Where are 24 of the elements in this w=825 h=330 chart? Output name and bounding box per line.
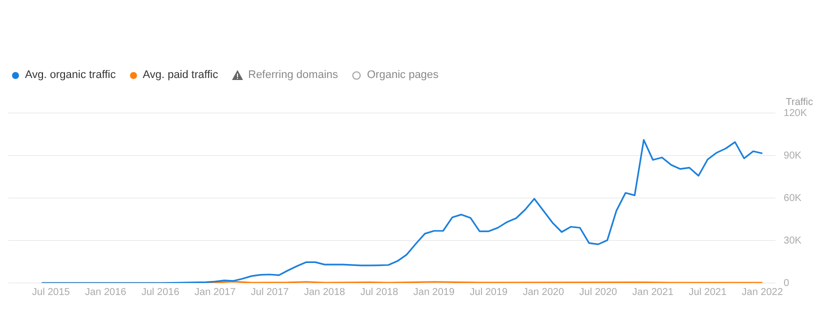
y-tick-label: 30K [784,235,802,246]
x-tick-label: Jan 2017 [194,286,236,298]
x-tick-label: Jan 2022 [742,286,784,298]
x-tick-label: Jul 2015 [32,286,70,298]
y-axis-title: Traffic [786,96,813,108]
y-tick-label: 0 [784,278,790,289]
x-tick-label: Jul 2018 [360,286,399,298]
y-tick-label: 90K [784,150,802,162]
x-tick-label: Jan 2019 [413,286,455,298]
legend-label: Avg. paid traffic [142,69,218,81]
x-tick-label: Jul 2021 [688,286,727,298]
x-tick-label: Jan 2016 [85,286,127,298]
text: Referring domains [248,69,338,81]
y-tick-label: 120K [784,108,808,119]
legend-label: Avg. organic traffic [25,69,116,81]
x-tick-label: Jul 2019 [470,286,508,298]
x-tick-label: Jan 2020 [522,286,564,298]
text: Organic pages [367,69,439,81]
x-tick-label: Jul 2020 [579,286,618,298]
x-tick-label: Jan 2021 [632,286,674,298]
x-tick-label: Jul 2017 [250,286,290,298]
x-tick-label: Jan 2018 [304,286,346,298]
x-tick-label: Jul 2016 [141,286,180,298]
y-tick-label: 60K [784,192,802,204]
